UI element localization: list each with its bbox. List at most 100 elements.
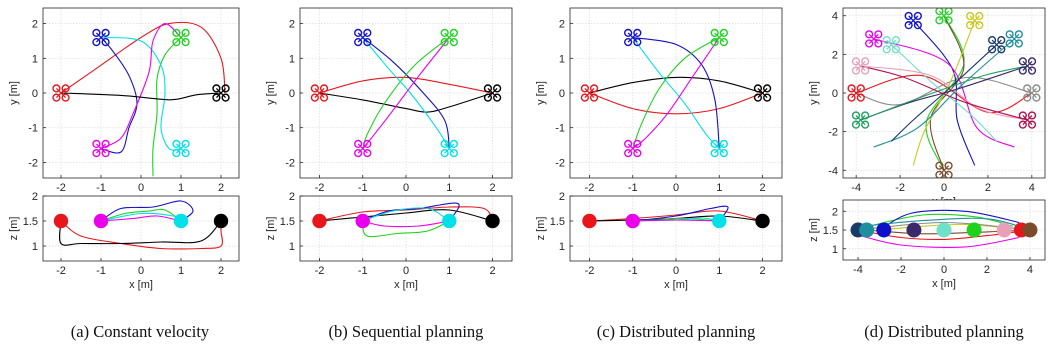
drone-marker	[93, 213, 109, 229]
quadrotor-marker	[92, 28, 110, 47]
x-axis-label: x [m]	[932, 278, 956, 290]
x-tick-label: 2	[489, 265, 495, 277]
drone-marker	[996, 222, 1012, 238]
x-tick-label: 2	[984, 264, 990, 276]
series-line	[362, 37, 450, 149]
x-tick-label: 0	[138, 265, 144, 277]
x-tick-label: -4	[851, 182, 861, 194]
quadrotor-marker	[753, 84, 772, 102]
series-line	[100, 200, 194, 222]
series-line	[589, 92, 763, 115]
y-tick-label: 2	[32, 191, 38, 203]
y-axis-label: z [m]	[535, 217, 547, 241]
series-line	[873, 38, 1015, 148]
series-line	[632, 36, 720, 149]
y-tick-label: 1	[289, 241, 295, 253]
drone-marker	[213, 213, 229, 229]
x-tick-label: 0	[941, 182, 947, 194]
series-line	[100, 215, 182, 222]
y-tick-label: -1	[28, 123, 38, 135]
series-line	[632, 205, 729, 222]
x-tick-label: -1	[358, 265, 368, 277]
series-line	[362, 220, 450, 228]
y-tick-label: 0	[289, 88, 295, 100]
series-line	[362, 37, 450, 149]
y-tick-label: 2	[289, 19, 295, 31]
y-tick-label: 1	[32, 241, 38, 253]
x-tick-label: 0	[403, 182, 409, 194]
subfigure-caption: (d) Distributed planning	[864, 322, 1023, 341]
x-tick-label: 4	[1027, 264, 1033, 276]
x-tick-label: -4	[853, 264, 863, 276]
series-group	[850, 209, 1038, 248]
series-line	[60, 220, 223, 250]
quadrotor-marker	[483, 84, 502, 102]
drone-marker	[712, 213, 727, 229]
series-group	[580, 28, 772, 158]
x-tick-label: -1	[96, 182, 106, 194]
x-tick-label: 2	[218, 265, 224, 277]
x-tick-label: 1	[716, 265, 722, 277]
quadrotor-marker	[851, 111, 870, 129]
series-line	[868, 213, 1013, 227]
series-line	[589, 210, 763, 222]
x-tick-label: -1	[628, 265, 638, 277]
series-line	[632, 219, 720, 222]
y-tick-label: -4	[828, 165, 838, 177]
quadrotor-marker	[354, 139, 372, 158]
series-line	[60, 21, 226, 94]
x-tick-label: -2	[585, 182, 595, 194]
drone-marker	[355, 213, 370, 229]
series-line	[929, 15, 965, 171]
series-group	[582, 205, 770, 229]
series-line	[362, 37, 450, 149]
y-tick-label: -2	[828, 127, 838, 139]
y-tick-label: 1.5	[823, 225, 838, 237]
y-axis-label: z [m]	[808, 218, 820, 242]
series-group	[847, 8, 1041, 178]
quadrotor-marker	[1018, 57, 1037, 75]
x-tick-label: -1	[628, 182, 638, 194]
y-tick-label: 1	[289, 53, 295, 65]
y-tick-label: 2	[832, 206, 838, 218]
quadrotor-marker	[882, 36, 901, 54]
series-line	[362, 207, 450, 222]
quadrotor-marker	[1018, 111, 1037, 129]
x-tick-label: 2	[759, 265, 765, 277]
series-group	[312, 202, 500, 238]
y-tick-label: 1.5	[280, 216, 295, 228]
drone-marker	[876, 222, 892, 238]
y-tick-label: 2	[289, 191, 295, 203]
drone-marker	[312, 213, 327, 229]
y-tick-label: 1	[559, 53, 565, 65]
series-line	[890, 44, 998, 142]
y-tick-label: 0	[32, 88, 38, 100]
x-tick-label: -2	[895, 182, 905, 194]
y-axis-label: z [m]	[265, 217, 277, 241]
drone-marker	[53, 213, 69, 229]
drone-marker	[966, 222, 982, 238]
quadrotor-marker	[935, 161, 953, 178]
quadrotor-marker	[904, 11, 922, 30]
y-tick-label: -2	[28, 157, 38, 169]
y-tick-label: 2	[32, 19, 38, 31]
y-tick-label: 4	[832, 11, 838, 23]
quadrotor-marker	[966, 11, 984, 30]
series-group	[53, 200, 229, 250]
x-tick-label: -2	[56, 182, 66, 194]
series-line	[362, 220, 450, 238]
series-line	[362, 37, 450, 149]
x-tick-label: 0	[673, 182, 679, 194]
x-axis-label: x [m]	[129, 279, 153, 291]
series-line	[632, 37, 720, 149]
quadrotor-marker	[847, 84, 865, 102]
y-tick-label: 1	[559, 241, 565, 253]
series-group	[52, 21, 230, 177]
series-line	[860, 65, 1028, 121]
quadrotor-marker	[851, 57, 870, 75]
x-tick-label: 0	[403, 265, 409, 277]
quadrotor-marker	[624, 139, 642, 158]
series-line	[879, 209, 1020, 231]
